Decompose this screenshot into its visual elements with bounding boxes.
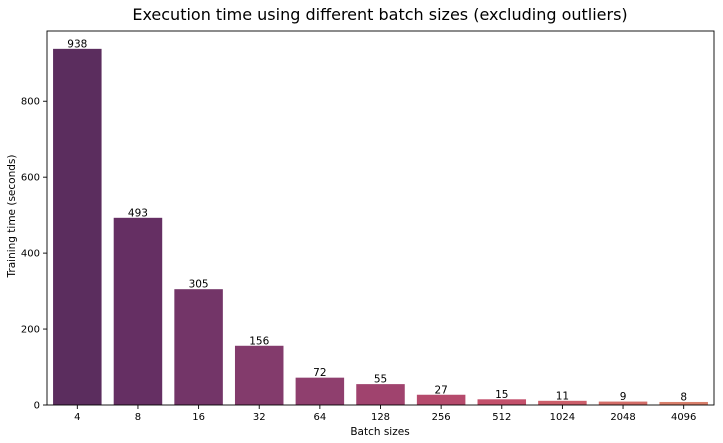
- y-axis-label: Training time (seconds): [6, 155, 18, 279]
- bar-512: [477, 399, 527, 405]
- bar-16: [174, 289, 223, 405]
- bar-4096: [659, 401, 708, 405]
- x-tick-label-4: 4: [74, 412, 80, 423]
- plot-frame: [46, 30, 715, 406]
- data-label-4: 938: [67, 38, 87, 50]
- x-tick-label-256: 256: [432, 412, 451, 423]
- bar-64: [295, 377, 345, 405]
- bars-layer: [53, 48, 708, 405]
- data-label-32: 156: [249, 335, 269, 347]
- data-label-1024: 11: [556, 390, 569, 402]
- data-label-128: 55: [374, 374, 387, 386]
- y-tick-label-0: 0: [34, 401, 40, 412]
- y-tick-label-400: 400: [21, 249, 40, 260]
- x-tick-label-16: 16: [192, 412, 205, 423]
- data-label-8: 493: [128, 207, 148, 219]
- data-label-256: 27: [434, 384, 447, 396]
- x-tick-label-4096: 4096: [671, 412, 696, 423]
- x-tick-label-128: 128: [371, 412, 390, 423]
- bar-1024: [538, 400, 587, 405]
- x-axis-label: Batch sizes: [350, 426, 409, 438]
- x-tick-label-8: 8: [135, 412, 141, 423]
- bar-32: [234, 345, 284, 405]
- data-label-2048: 9: [620, 391, 627, 403]
- x-tick-label-32: 32: [253, 412, 266, 423]
- chart-title: Execution time using different batch siz…: [132, 5, 627, 24]
- x-tick-label-2048: 2048: [610, 412, 635, 423]
- axes-layer: 4 8 16 32 64 128 256 512 1024 2048 4096 0 200 400 600 8…: [21, 30, 715, 423]
- bar-2048: [598, 401, 648, 405]
- bar-8: [113, 217, 163, 405]
- bar-256: [416, 394, 466, 405]
- y-tick-label-800: 800: [21, 97, 40, 108]
- data-label-512: 15: [495, 389, 508, 401]
- data-label-16: 305: [189, 279, 209, 291]
- bar-128: [356, 384, 405, 405]
- y-tick-label-600: 600: [21, 173, 40, 184]
- bar-4: [53, 48, 102, 405]
- x-tick-label-1024: 1024: [550, 412, 575, 423]
- x-tick-label-64: 64: [313, 412, 326, 423]
- data-label-4096: 8: [680, 391, 687, 403]
- data-labels-layer: 938 493 305 156 72 55 27 15 11 9 8: [67, 38, 687, 403]
- data-label-64: 72: [313, 367, 326, 379]
- y-tick-label-200: 200: [21, 325, 40, 336]
- x-tick-label-512: 512: [492, 412, 511, 423]
